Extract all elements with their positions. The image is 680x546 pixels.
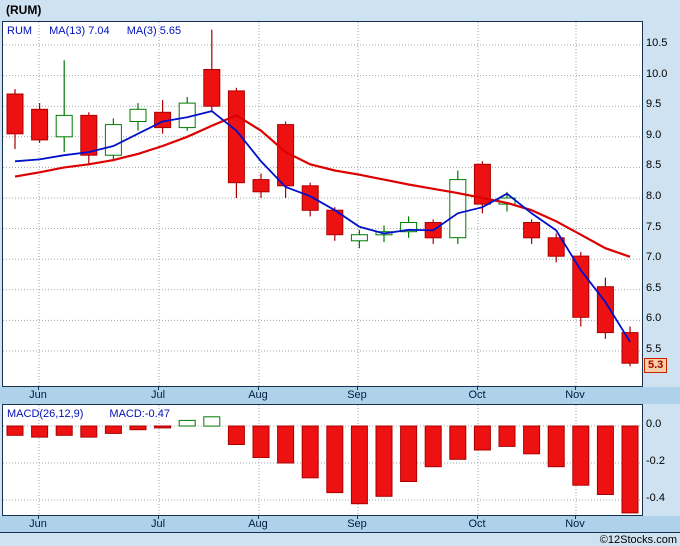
- price-chart-canvas: [3, 22, 642, 386]
- month-tick: [357, 516, 358, 519]
- x-axis-label: Nov: [565, 389, 585, 401]
- ma3-legend: MA(3) 5.65: [127, 25, 181, 37]
- y-axis-label: -0.2: [646, 455, 665, 467]
- ma3-value: 5.65: [159, 25, 182, 37]
- macd-panel: MACD(26,12,9) MACD:-0.47: [2, 404, 643, 516]
- x-axis-label: Nov: [565, 518, 585, 530]
- y-axis-label: 8.0: [646, 190, 662, 202]
- ma13-label: MA(13): [49, 25, 86, 37]
- y-axis-label: 9.0: [646, 129, 662, 141]
- footer-strip: ©12Stocks.com: [0, 532, 680, 546]
- y-axis-label: 6.0: [646, 312, 662, 324]
- watermark: ©12Stocks.com: [599, 534, 677, 546]
- ticker-symbol: RUM: [7, 25, 33, 37]
- y-axis-label: 7.5: [646, 221, 662, 233]
- ma3-label: MA(3): [126, 25, 157, 37]
- y-axis-label: 10.0: [646, 68, 668, 80]
- price-x-axis-band: Jun Jul Aug Sep Oct Nov: [0, 387, 680, 404]
- month-tick: [158, 516, 159, 519]
- macd-canvas: [3, 405, 642, 515]
- macd-legend: MACD(26,12,9) MACD:-0.47: [7, 408, 170, 420]
- x-axis-label: Oct: [468, 389, 486, 401]
- macd-value: MACD:-0.47: [109, 408, 170, 420]
- macd-label: MACD(26,12,9): [7, 408, 84, 420]
- x-axis-label: Sep: [347, 518, 367, 530]
- x-axis-label: Jul: [150, 518, 166, 530]
- x-axis-label: Aug: [248, 389, 268, 401]
- price-chart-legend: RUM MA(13) 7.04 MA(3) 5.65: [7, 25, 181, 37]
- y-axis-label: 10.5: [646, 37, 668, 49]
- month-tick: [38, 387, 39, 390]
- y-axis-label: 6.5: [646, 282, 662, 294]
- x-axis-label: Sep: [347, 389, 367, 401]
- ma13-legend: MA(13) 7.04: [49, 25, 110, 37]
- month-tick: [477, 516, 478, 519]
- macd-x-axis-band: Jun Jul Aug Sep Oct Nov: [0, 516, 680, 532]
- x-axis-label: Jul: [150, 389, 166, 401]
- y-axis-label: 8.5: [646, 159, 662, 171]
- y-axis-label: 9.5: [646, 98, 662, 110]
- chart-title: (RUM): [6, 3, 42, 17]
- month-tick: [158, 387, 159, 390]
- y-axis-label: 0.0: [646, 418, 662, 430]
- x-axis-label: Oct: [468, 518, 486, 530]
- y-axis-label: -0.4: [646, 492, 665, 504]
- x-axis-label: Jun: [29, 389, 47, 401]
- month-tick: [38, 516, 39, 519]
- x-axis-label: Jun: [29, 518, 47, 530]
- price-chart-panel: RUM MA(13) 7.04 MA(3) 5.65: [2, 21, 643, 387]
- last-price-badge: 5.3: [644, 358, 668, 373]
- month-tick: [357, 387, 358, 390]
- month-tick: [575, 387, 576, 390]
- month-tick: [258, 387, 259, 390]
- month-tick: [477, 387, 478, 390]
- x-axis-label: Aug: [248, 518, 268, 530]
- y-axis-label: 7.0: [646, 251, 662, 263]
- month-tick: [258, 516, 259, 519]
- ma13-value: 7.04: [88, 25, 110, 37]
- y-axis-label: 5.5: [646, 343, 662, 355]
- month-tick: [575, 516, 576, 519]
